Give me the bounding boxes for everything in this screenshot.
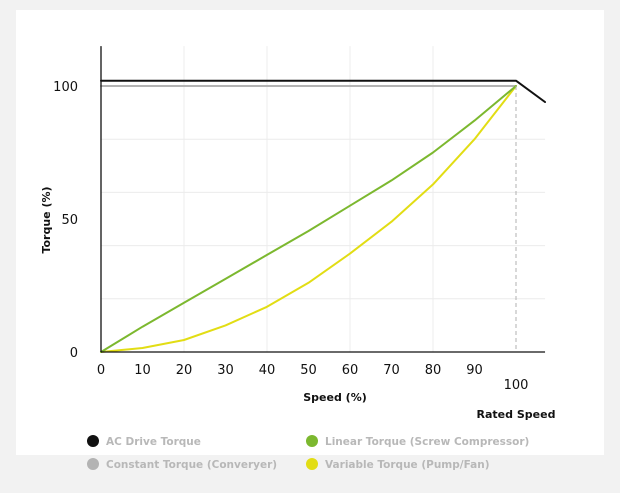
legend-swatch [87, 435, 99, 447]
x-tick-label: 60 [342, 363, 359, 378]
y-axis-title: Torque (%) [40, 186, 53, 253]
rated-speed-label: Rated Speed [477, 408, 556, 421]
y-tick-label: 100 [53, 80, 78, 95]
x-tick-label: 50 [300, 363, 317, 378]
x-tick-label-rated: 100 [504, 378, 529, 393]
legend-label: Constant Torque (Converyer) [106, 459, 277, 471]
legend-swatch [87, 458, 99, 470]
axes [100, 46, 546, 353]
grid [101, 46, 546, 352]
x-tick-label: 90 [466, 363, 483, 378]
x-axis-title: Speed (%) [303, 391, 367, 404]
y-tick-label: 50 [61, 213, 78, 228]
legend: AC Drive Torque Linear Torque (Screw Comp… [87, 435, 529, 471]
x-tick-label: 40 [259, 363, 276, 378]
series-layer [100, 79, 546, 353]
tick-labels: 0 10 20 30 40 50 60 70 80 90 100 0 50 100 [53, 80, 528, 393]
x-tick-label: 70 [383, 363, 400, 378]
series-line-2 [100, 85, 517, 353]
x-tick-label: 80 [425, 363, 442, 378]
chart-panel [16, 10, 604, 455]
x-tick-label: 0 [97, 363, 105, 378]
legend-swatch [306, 458, 318, 470]
legend-swatch [306, 435, 318, 447]
x-tick-label: 30 [217, 363, 234, 378]
x-tick-label: 10 [134, 363, 151, 378]
x-tick-label: 20 [176, 363, 193, 378]
series-line-0 [100, 79, 546, 103]
legend-label: Linear Torque (Screw Compressor) [325, 436, 529, 448]
series-line-3 [100, 85, 517, 353]
y-tick-label: 0 [70, 346, 78, 361]
legend-label: Variable Torque (Pump/Fan) [325, 459, 490, 471]
legend-label: AC Drive Torque [106, 436, 201, 448]
